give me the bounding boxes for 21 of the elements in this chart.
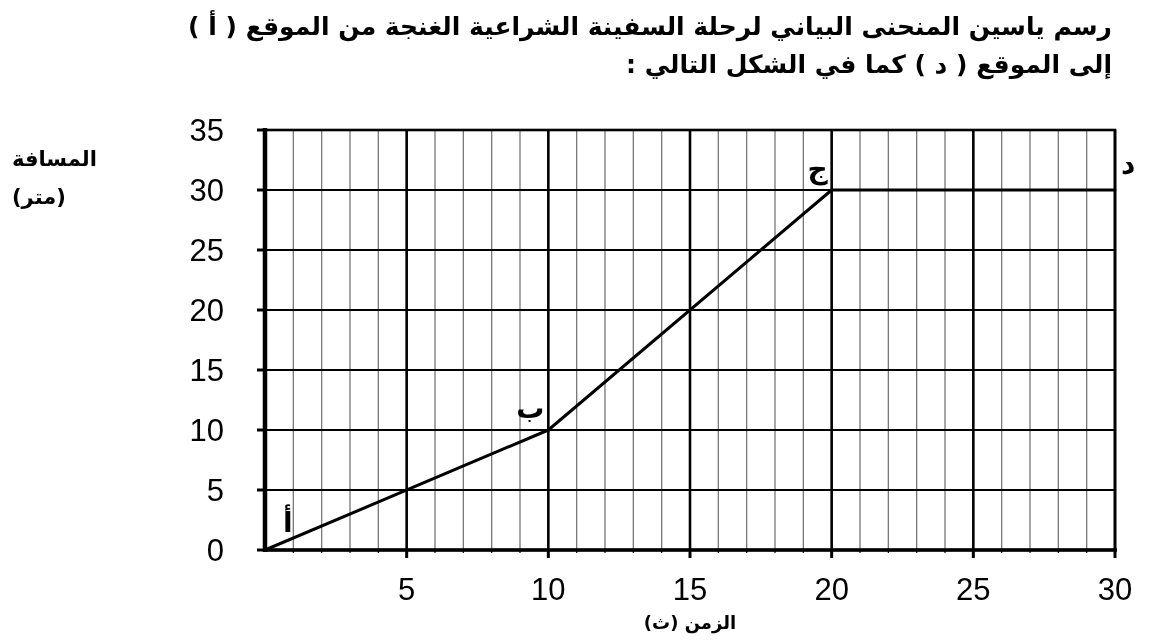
annotation: ب [516, 392, 545, 425]
y-axis-title: المسافة (متر) [12, 146, 98, 211]
y-tick-label: 10 [189, 413, 224, 448]
x-tick-label: 10 [531, 572, 566, 607]
y-tick-label: 30 [189, 173, 224, 208]
y-tick-label: 20 [189, 293, 224, 328]
y-tick-label: 0 [206, 533, 224, 568]
x-tick-label: 30 [1097, 572, 1133, 607]
y-tick-label: 35 [189, 113, 224, 148]
y-tick-label: 15 [189, 353, 224, 388]
x-axis-title: الزمن (ث) [643, 611, 737, 635]
annotation: أ [283, 504, 293, 539]
x-tick-label: 15 [672, 572, 708, 607]
y-tick-label: 5 [206, 473, 224, 508]
x-tick-label: 25 [956, 572, 991, 607]
x-tick-label: 20 [814, 572, 849, 607]
annotation: ج [807, 152, 829, 186]
annotation: د [1121, 148, 1136, 181]
y-tick-label: 25 [189, 233, 224, 268]
chart-title: رسم ياسين المنحنى البياني لرحلة السفينة الشراعية الغنجة من الموقع ( أ ) إلى الموقع ( د ) كما في الشكل التالي : [188, 9, 1112, 82]
x-tick-label: 5 [398, 572, 416, 607]
